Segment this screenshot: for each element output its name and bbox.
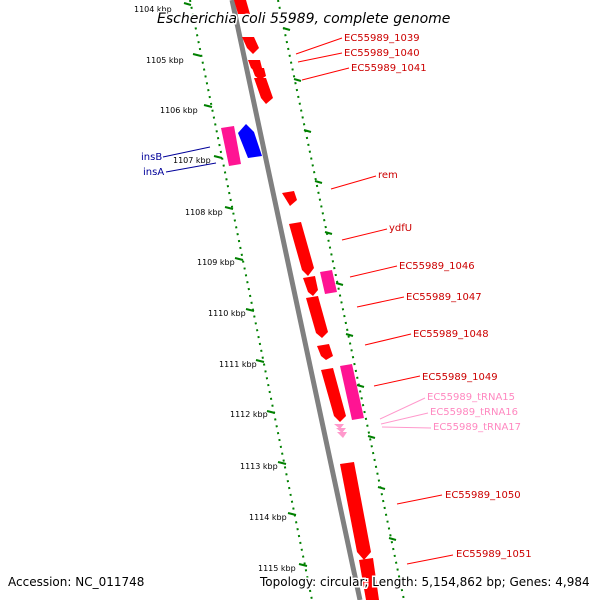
gene-trna16[interactable] bbox=[336, 428, 346, 433]
gene-features bbox=[221, 0, 379, 600]
tick-label: 1115 kbp bbox=[258, 564, 296, 573]
tick-label: 1108 kbp bbox=[185, 208, 223, 217]
tick-label: 1112 kbp bbox=[230, 410, 268, 419]
gene-label[interactable]: EC55989_1040 bbox=[344, 48, 420, 59]
map-title: Escherichia coli 55989, complete genome bbox=[157, 11, 450, 27]
tick-label: 1106 kbp bbox=[160, 106, 198, 115]
tick-label: 1107 kbp bbox=[173, 156, 211, 165]
gene-label[interactable]: EC55989_tRNA16 bbox=[430, 407, 518, 418]
gene-rem[interactable] bbox=[282, 191, 297, 206]
tick-label: 1109 kbp bbox=[197, 258, 235, 267]
gene-insA[interactable] bbox=[238, 124, 262, 158]
gene-arrow-1041b[interactable] bbox=[252, 68, 266, 80]
genome-backbone bbox=[229, 0, 363, 600]
gene-label[interactable]: EC55989_tRNA17 bbox=[433, 422, 521, 433]
gene-trna15[interactable] bbox=[334, 424, 344, 429]
tick-label: 1104 kbp bbox=[134, 5, 172, 14]
gene-label[interactable]: EC55989_1039 bbox=[344, 33, 420, 44]
gene-labels: EC55989_1039 EC55989_1040 EC55989_1041 i… bbox=[141, 33, 532, 560]
gene-label[interactable]: EC55989_1051 bbox=[456, 549, 532, 560]
gene-arrow-1039[interactable] bbox=[234, 0, 250, 14]
gene-1049b[interactable] bbox=[340, 364, 364, 420]
gene-arrow-1040[interactable] bbox=[242, 37, 259, 54]
gene-label[interactable]: ydfU bbox=[389, 223, 412, 234]
tick-label: 1114 kbp bbox=[249, 513, 287, 522]
tick-labels: 1104 kbp 1105 kbp 1106 kbp 1107 kbp 1108… bbox=[134, 5, 296, 573]
tick-label: 1111 kbp bbox=[219, 360, 257, 369]
gene-1047[interactable] bbox=[306, 296, 328, 338]
leader-lines bbox=[162, 37, 454, 565]
tick-marks-left bbox=[183, 2, 308, 567]
gene-label[interactable]: EC55989_1041 bbox=[351, 63, 427, 74]
gene-label[interactable]: EC55989_1046 bbox=[399, 261, 475, 272]
gene-label[interactable]: EC55989_1047 bbox=[406, 292, 482, 303]
gene-1051[interactable] bbox=[359, 558, 379, 600]
tick-marks-right bbox=[282, 27, 397, 541]
gene-arrow-1041c[interactable] bbox=[254, 78, 273, 104]
gene-label[interactable]: insB bbox=[141, 152, 162, 163]
gene-label[interactable]: EC55989_1050 bbox=[445, 490, 521, 501]
gene-label[interactable]: EC55989_tRNA15 bbox=[427, 392, 515, 403]
gene-label[interactable]: insA bbox=[143, 167, 164, 178]
gene-1046a[interactable] bbox=[303, 276, 318, 296]
gene-1050[interactable] bbox=[340, 462, 371, 560]
tick-label: 1105 kbp bbox=[146, 56, 184, 65]
gene-label[interactable]: EC55989_1048 bbox=[413, 329, 489, 340]
tick-label: 1110 kbp bbox=[208, 309, 246, 318]
gene-insB[interactable] bbox=[221, 126, 241, 166]
gene-ydfU[interactable] bbox=[289, 222, 314, 276]
topology-text: Topology: circular; Length: 5,154,862 bp… bbox=[259, 575, 590, 589]
gene-label[interactable]: EC55989_1049 bbox=[422, 372, 498, 383]
tick-label: 1113 kbp bbox=[240, 462, 278, 471]
gene-label[interactable]: rem bbox=[378, 170, 398, 181]
gene-trna17[interactable] bbox=[337, 432, 347, 438]
gene-1046b[interactable] bbox=[320, 270, 337, 294]
gene-1049a[interactable] bbox=[321, 368, 346, 422]
gene-1048[interactable] bbox=[317, 344, 333, 360]
accession-text: Accession: NC_011748 bbox=[8, 575, 144, 589]
